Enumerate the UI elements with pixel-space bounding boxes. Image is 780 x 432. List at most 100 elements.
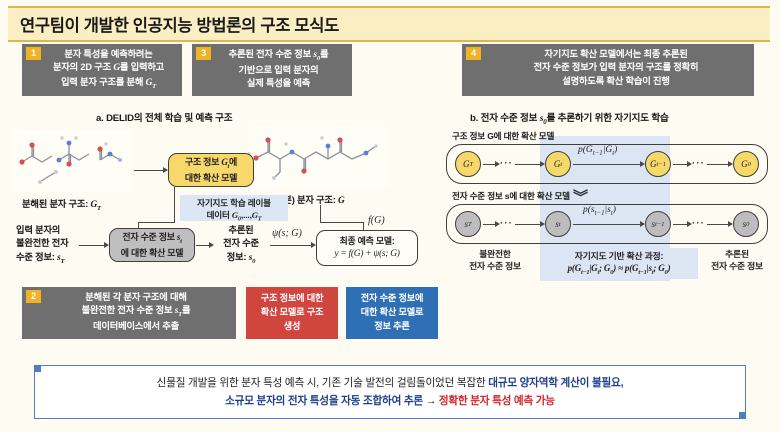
callout-2-line-1: 분해된 각 분자 구조에 대해 bbox=[85, 292, 187, 302]
label-input-incomplete-electron: 입력 분자의 불완전한 전자 수준 정보: sT bbox=[16, 225, 69, 265]
colorbox-red-line-2: 확산 모델로 구조 bbox=[260, 307, 324, 318]
arrow-greybox-to-inferred bbox=[196, 245, 210, 247]
caption-b-left-line1: 불완전한 bbox=[479, 249, 511, 259]
box-electron-diffusion-text: 전자 수준 정보 st 에 대한 확산 모델 bbox=[120, 232, 184, 258]
arrow-inputmol-down2 bbox=[363, 222, 365, 234]
summary-line-2-navy: 소규모 분자의 전자 특성을 자동 조합하여 추론 bbox=[225, 395, 423, 407]
arrowhead-s-5 bbox=[728, 220, 733, 227]
callout-4-line-2: 전자 수준 정보가 입력 분자의 구조를 정확히 bbox=[533, 62, 699, 73]
arrow-inputmol-elbow bbox=[320, 222, 364, 224]
box-electron-diffusion-model: 전자 수준 정보 st 에 대한 확산 모델 bbox=[109, 228, 195, 262]
arrow-s-5 bbox=[707, 224, 729, 226]
summary-line-1-plain: 신물질 개발을 위한 분자 특성 예측 시, 기존 기술 발전의 걸림돌이었던 … bbox=[156, 376, 489, 389]
probability-label-s: p(st−1|st) bbox=[583, 205, 616, 217]
caption-b-right: 추론된 전자 수준 정보 bbox=[700, 248, 774, 273]
callout-box-1: 1 분자 특성을 예측하려는 분자의 2D 구조 G를 입력하고 입력 분자 구… bbox=[22, 44, 182, 96]
callout-1-line-3: 입력 분자 구조를 분해 GT bbox=[60, 76, 157, 90]
callout-3-line-1: 추론된 전자 수준 정보 s0를 bbox=[228, 49, 329, 62]
colorbox-blue-line-2: 대한 확산 모델로 bbox=[360, 307, 424, 318]
arrow-s-2 bbox=[515, 224, 541, 226]
arrow-s-1 bbox=[483, 224, 496, 226]
chain-s-title: 전자 수준 정보 s에 대한 확산 모델 bbox=[452, 191, 570, 201]
arrowhead-g-3 bbox=[640, 160, 645, 167]
arrow-incomplete-to-greybox bbox=[79, 245, 105, 247]
callout-text-3: 추론된 전자 수준 정보 s0를 기반으로 입력 분자의 실제 특성을 예측 bbox=[198, 48, 346, 91]
box-structure-diffusion-text: 구조 정보 Gt에 대한 확산 모델 bbox=[184, 157, 238, 183]
section-label-b: b. 전자 수준 정보 s0를 추론하기 위한 자기지도 학습 bbox=[470, 113, 669, 126]
chain-s-container bbox=[446, 204, 768, 244]
arrowhead-greybox-to-inferred bbox=[209, 241, 214, 248]
arrow-inputmol-down bbox=[320, 205, 322, 223]
colorbox-structure-generation: 구조 정보에 대한 확산 모델로 구조 생성 bbox=[246, 287, 338, 339]
caption-b-right-line2: 전자 수준 정보 bbox=[711, 261, 763, 272]
chain-s-ellipsis-right: ··· bbox=[692, 218, 705, 229]
section-label-a: a. DELID의 전체 학습 및 예측 구조 bbox=[96, 113, 233, 124]
arrow-structbox-down bbox=[174, 187, 176, 223]
summary-line-2: 소규모 분자의 전자 특성을 자동 조합하여 추론 → 정확한 분자 특성 예측… bbox=[225, 392, 555, 410]
arrow-mol-to-structbox bbox=[134, 170, 164, 172]
colorbox-red-line-3: 생성 bbox=[283, 320, 301, 331]
decomposed-molecules-graphic bbox=[12, 130, 132, 192]
chain-s-ellipsis-left: ··· bbox=[500, 218, 513, 229]
page-title: 연구팀이 개발한 인공지능 방법론의 구조 모식도 bbox=[20, 17, 340, 35]
arrowhead-g-5 bbox=[728, 160, 733, 167]
summary-line-1: 신물질 개발을 위한 분자 특성 예측 시, 기존 기술 발전의 걸림돌이었던 … bbox=[157, 374, 624, 392]
colorbox-red-line-1: 구조 정보에 대한 bbox=[260, 293, 324, 304]
summary-panel: 신물질 개발을 위한 분자 특성 예측 시, 기존 기술 발전의 걸림돌이었던 … bbox=[34, 365, 746, 419]
arrowhead-g-1 bbox=[495, 160, 500, 167]
callout-3-line-2: 기반으로 입력 분자의 bbox=[238, 64, 319, 75]
caption-b-center-line1: 자기지도 기반 확산 과정: bbox=[574, 251, 664, 261]
chain-g-ellipsis-left: ··· bbox=[500, 158, 513, 169]
label-inferred-electron-info: 추론된 전자 수준 정보: s0 bbox=[223, 225, 259, 265]
summary-corner-top-left bbox=[34, 365, 41, 372]
chain-g-container bbox=[446, 144, 768, 184]
chain-link-chevron-icon: 》 bbox=[571, 188, 589, 205]
caption-b-center-formula: p(Gt−1|Gt; G0) ≈ p(Gt−1|st; G0) bbox=[567, 263, 671, 277]
arrowhead-incomplete-to-greybox bbox=[104, 241, 109, 248]
summary-line-2-arrow: → bbox=[422, 395, 439, 407]
arrowhead-mol-to-structbox bbox=[163, 166, 168, 173]
arrow-g-4 bbox=[673, 164, 688, 166]
callout-2-line-3: 데이터베이스에서 추출 bbox=[93, 321, 179, 332]
colorbox-blue-line-1: 전자 수준 정보에 bbox=[360, 293, 424, 304]
arrowhead-s-4 bbox=[687, 220, 692, 227]
summary-corner-bottom-right bbox=[739, 412, 746, 419]
node-s-t-minus-1: s t−1 bbox=[645, 211, 671, 237]
page-title-bar: 연구팀이 개발한 인공지능 방법론의 구조 모식도 bbox=[8, 6, 770, 42]
callout-2-line-2: 불완전한 전자 수준 정보 sT를 bbox=[81, 305, 191, 319]
label-selfsupervised-data: 자기지도 학습 레이블 데이터 G0,...,GT bbox=[180, 195, 288, 223]
caption-b-center: 자기지도 기반 확산 과정: p(Gt−1|Gt; G0) ≈ p(Gt−1|s… bbox=[540, 248, 698, 280]
arrow-label-f: f(G) bbox=[368, 215, 385, 226]
callout-1-line-1: 분자 특성을 예측하려는 bbox=[64, 49, 153, 59]
arrowhead-psi-to-final bbox=[311, 241, 316, 248]
callout-box-4: 4 자기지도 확산 모델에서는 최종 추론된 전자 수준 정보가 입력 분자의 … bbox=[462, 44, 754, 96]
summary-line-1-navy: 대규모 양자역학 계산이 불필요, bbox=[488, 376, 624, 389]
arrow-g-3 bbox=[573, 164, 641, 166]
arrow-s-3 bbox=[573, 224, 641, 226]
callout-4-line-3: 설명하도록 확산 학습이 진행 bbox=[562, 75, 670, 86]
arrowhead-s-2 bbox=[540, 220, 545, 227]
arrowhead-g-2 bbox=[540, 160, 545, 167]
callout-3-line-3: 실제 특성을 예측 bbox=[246, 78, 311, 89]
callout-number-3: 3 bbox=[196, 47, 211, 60]
caption-b-left-line2: 전자 수준 정보 bbox=[469, 261, 521, 272]
chain-g-title: 구조 정보 G에 대한 확산 모델 bbox=[452, 131, 555, 141]
caption-input-molecule: 입력 (원본) 분자 구조: G bbox=[253, 195, 345, 206]
caption-b-right-line1: 추론된 bbox=[725, 249, 749, 259]
arrow-s-4 bbox=[673, 224, 688, 226]
callout-text-1: 분자 특성을 예측하려는 분자의 2D 구조 G를 입력하고 입력 분자 구조를… bbox=[28, 48, 176, 92]
callout-box-3: 3 추론된 전자 수준 정보 s0를 기반으로 입력 분자의 실제 특성을 예측 bbox=[192, 44, 352, 96]
arrow-psi-to-final bbox=[270, 245, 312, 247]
callout-number-1: 1 bbox=[26, 47, 41, 60]
caption-b-left: 불완전한 전자 수준 정보 bbox=[452, 248, 538, 273]
colorbox-red-text: 구조 정보에 대한 확산 모델로 구조 생성 bbox=[260, 292, 324, 333]
colorbox-blue-line-3: 정보 추론 bbox=[374, 320, 410, 331]
callout-text-2: 분해된 각 분자 구조에 대해 불완전한 전자 수준 정보 sT를 데이터베이스… bbox=[28, 291, 230, 334]
arrow-g-1 bbox=[483, 164, 496, 166]
